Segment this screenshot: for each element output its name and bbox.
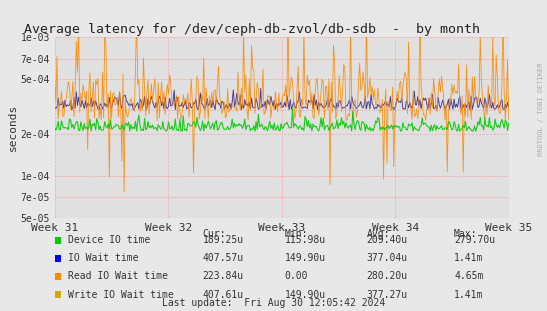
Text: 280.20u: 280.20u bbox=[366, 272, 408, 281]
Text: Min:: Min: bbox=[284, 229, 308, 239]
Text: 115.98u: 115.98u bbox=[284, 235, 325, 245]
Text: 223.84u: 223.84u bbox=[202, 272, 243, 281]
Text: 407.61u: 407.61u bbox=[202, 290, 243, 299]
Text: 1.41m: 1.41m bbox=[454, 253, 484, 263]
Text: 0.00: 0.00 bbox=[284, 272, 308, 281]
Text: 279.70u: 279.70u bbox=[454, 235, 495, 245]
Y-axis label: seconds: seconds bbox=[8, 104, 18, 151]
Text: Write IO Wait time: Write IO Wait time bbox=[68, 290, 174, 299]
Text: IO Wait time: IO Wait time bbox=[68, 253, 139, 263]
Text: 377.27u: 377.27u bbox=[366, 290, 408, 299]
Text: Read IO Wait time: Read IO Wait time bbox=[68, 272, 168, 281]
Text: Last update:  Fri Aug 30 12:05:42 2024: Last update: Fri Aug 30 12:05:42 2024 bbox=[162, 298, 385, 308]
Text: 189.25u: 189.25u bbox=[202, 235, 243, 245]
Text: Device IO time: Device IO time bbox=[68, 235, 150, 245]
Text: 1.41m: 1.41m bbox=[454, 290, 484, 299]
Text: Avg:: Avg: bbox=[366, 229, 390, 239]
Text: 149.90u: 149.90u bbox=[284, 290, 325, 299]
Text: 377.04u: 377.04u bbox=[366, 253, 408, 263]
Text: Max:: Max: bbox=[454, 229, 478, 239]
Text: 149.90u: 149.90u bbox=[284, 253, 325, 263]
Text: Average latency for /dev/ceph-db-zvol/db-sdb  -  by month: Average latency for /dev/ceph-db-zvol/db… bbox=[24, 23, 480, 36]
Text: Cur:: Cur: bbox=[202, 229, 226, 239]
Text: 209.40u: 209.40u bbox=[366, 235, 408, 245]
Text: RRDTOOL / TOBI OETIKER: RRDTOOL / TOBI OETIKER bbox=[538, 62, 544, 156]
Text: 4.65m: 4.65m bbox=[454, 272, 484, 281]
Text: 407.57u: 407.57u bbox=[202, 253, 243, 263]
